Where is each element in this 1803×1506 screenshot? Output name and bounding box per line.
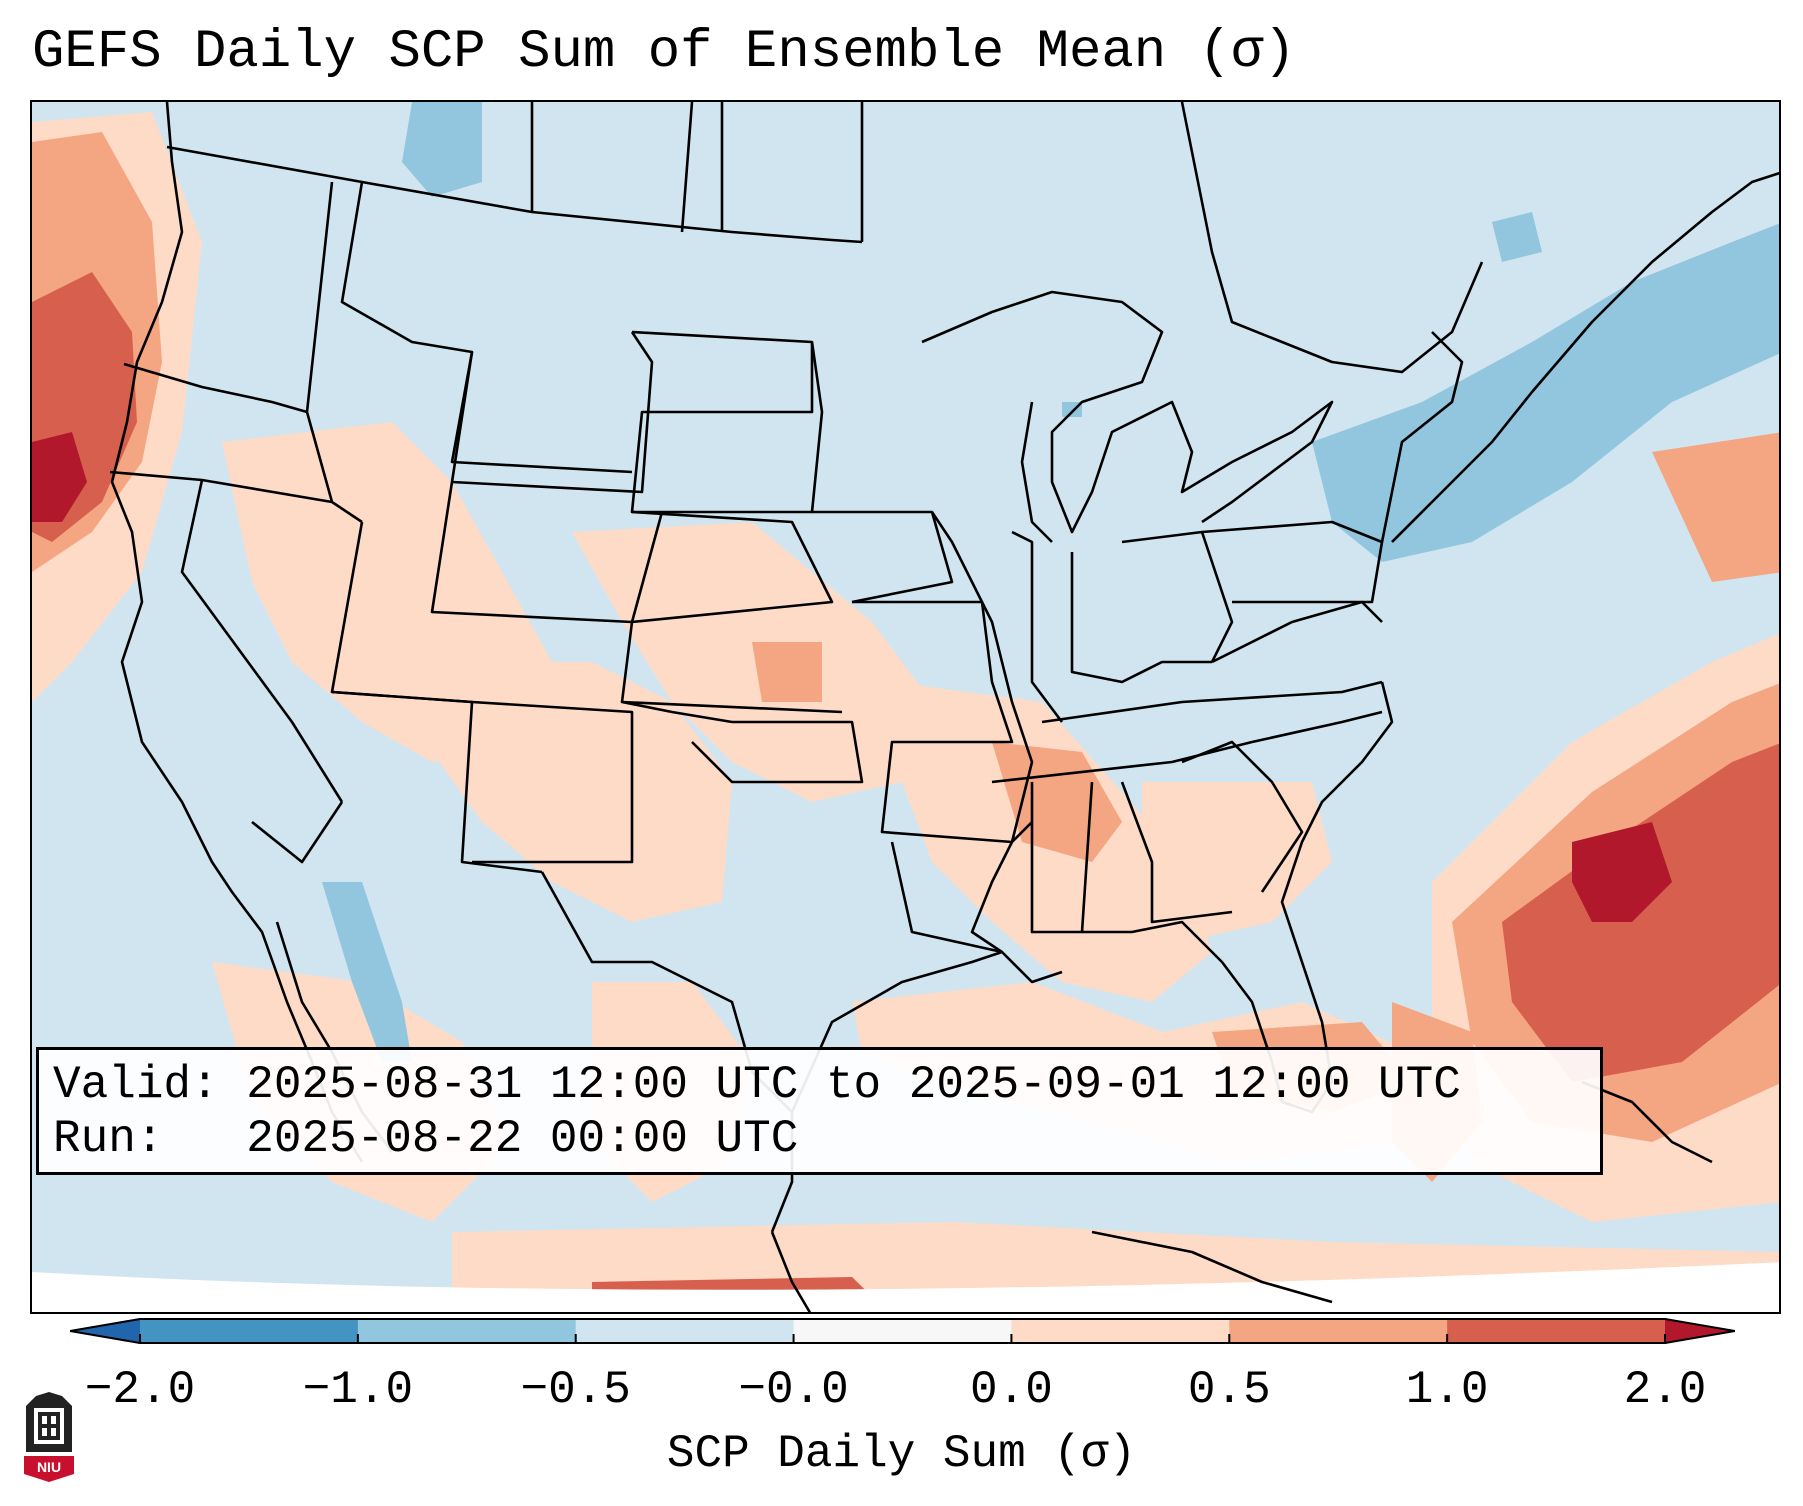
political-borders xyxy=(109,102,1779,1312)
chart-title: GEFS Daily SCP Sum of Ensemble Mean (σ) xyxy=(32,22,1296,83)
colorbar xyxy=(70,1318,1735,1344)
dakotas-border xyxy=(630,330,814,514)
valid-value: 2025-08-31 12:00 UTC to 2025-09-01 12:00… xyxy=(246,1059,1461,1111)
colorbar-over-arrow xyxy=(1665,1318,1735,1344)
new-england xyxy=(1380,331,1464,543)
patch-ontario-blue xyxy=(1492,212,1542,262)
colorbar-tick-label: 2.0 xyxy=(1623,1364,1707,1416)
colorbar-tick-label: 0.5 xyxy=(1187,1364,1271,1416)
colorbar-tick-label: 1.0 xyxy=(1405,1364,1489,1416)
colorado-border xyxy=(430,481,664,624)
mexico-east xyxy=(770,1231,812,1312)
mississippi-alabama xyxy=(1030,781,1094,934)
nebraska-kansas xyxy=(620,510,843,714)
tennessee-south xyxy=(991,740,1253,784)
alabama-georgia xyxy=(1120,781,1233,924)
nv-border xyxy=(180,479,344,803)
colorbar-under-arrow xyxy=(70,1318,140,1344)
atlantic-north xyxy=(1391,171,1779,543)
patch-kansas xyxy=(752,642,822,702)
colorbar-tick-label: 0.0 xyxy=(970,1364,1053,1416)
cuba xyxy=(1091,1230,1333,1304)
virginia xyxy=(1211,600,1383,664)
colorbar-bin xyxy=(793,1318,1012,1344)
valid-run-infobox: Valid: 2025-08-31 12:00 UTC to 2025-09-0… xyxy=(36,1047,1603,1175)
carolinas xyxy=(1251,710,1383,744)
colorbar-tick-label: −2.0 xyxy=(84,1364,196,1416)
patch-atlantic-deep xyxy=(1572,822,1672,922)
pacific-coastline xyxy=(110,102,364,1163)
run-value: 2025-08-22 00:00 UTC xyxy=(246,1113,799,1165)
patch-ne-atlantic xyxy=(1652,432,1779,582)
colorbar-bin xyxy=(1447,1318,1666,1344)
colorbar-bin xyxy=(1011,1318,1230,1344)
ohio-border xyxy=(1121,530,1234,663)
missouri-arkansas xyxy=(852,600,1033,844)
patch-bc-blue xyxy=(402,102,482,197)
bahamas xyxy=(1581,1080,1713,1164)
colorbar-tick-label: −0.0 xyxy=(738,1364,849,1416)
canada-interior-1 xyxy=(1180,102,1484,374)
indiana-ohio xyxy=(1070,552,1212,684)
idaho-border xyxy=(305,181,363,524)
canada-us-border xyxy=(166,145,863,244)
colorbar-tick-label: −1.0 xyxy=(302,1364,414,1416)
patch-high-plains xyxy=(572,522,932,802)
logo-text: NIU xyxy=(37,1459,61,1475)
patch-colorado-plateau xyxy=(392,662,732,922)
lake-michigan xyxy=(1020,401,1053,543)
illinois-indiana xyxy=(1011,530,1064,723)
kentucky-tennessee xyxy=(1041,680,1383,724)
colorbar-bin xyxy=(1229,1318,1448,1344)
colorbar-bin xyxy=(575,1318,795,1344)
great-lakes xyxy=(921,290,1334,534)
nm-border xyxy=(471,700,634,864)
niu-logo-icon: NIU xyxy=(24,1392,74,1482)
valid-label: Valid: xyxy=(53,1059,219,1111)
oklahoma xyxy=(621,700,864,784)
wa-or-border xyxy=(123,362,308,414)
colorbar-tick-label: −0.5 xyxy=(520,1364,631,1416)
wyoming-border xyxy=(450,331,654,494)
az-nm-border xyxy=(331,690,543,874)
colorbar-bin xyxy=(357,1318,577,1344)
georgia-sc xyxy=(1181,740,1304,893)
montana-border xyxy=(340,181,633,474)
run-label: Run: xyxy=(53,1113,164,1165)
nd-top xyxy=(680,102,694,233)
colorbar-label: SCP Daily Sum (σ) xyxy=(666,1428,1137,1480)
minnesota-iowa xyxy=(810,341,954,604)
ca-az-border xyxy=(251,801,344,864)
patch-canada-east-blue xyxy=(1312,223,1779,562)
projection-edge xyxy=(32,1262,1779,1312)
mississippi-river xyxy=(930,511,1034,954)
patch-pacific-nw-deep xyxy=(32,432,87,522)
colorbar-bin xyxy=(140,1318,359,1344)
florida-panhandle xyxy=(1082,920,1223,963)
patch-deep-south xyxy=(1142,782,1332,942)
louisiana xyxy=(890,841,1063,984)
patch-baja-blue xyxy=(322,882,412,1062)
